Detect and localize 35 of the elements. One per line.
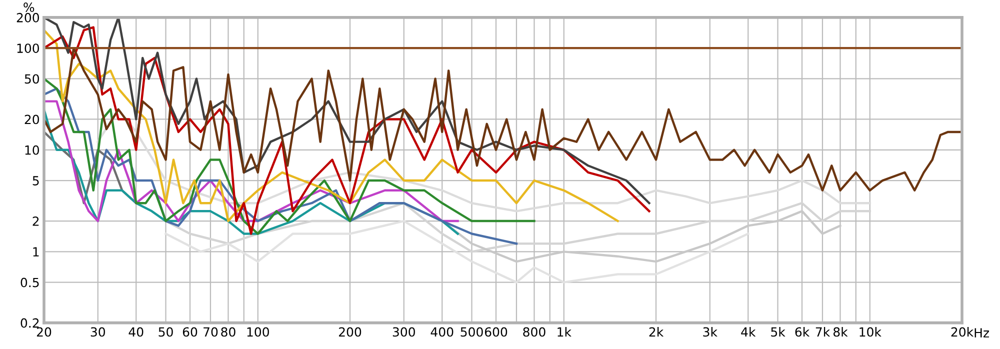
x-tick-label: 50 (158, 327, 173, 337)
x-tick-label: 20k (951, 326, 974, 337)
y-tick-label: 100 (17, 44, 40, 54)
x-tick-label: 200 (338, 327, 362, 337)
x-tick-label: 60 (182, 327, 198, 337)
x-tick-label: 40 (128, 327, 144, 337)
y-tick-label: 10 (25, 145, 40, 155)
y-tick-label: 2 (32, 216, 39, 226)
y-tick-label: 5 (32, 176, 39, 186)
y-tick-label: 200 (16, 12, 40, 22)
x-tick-label: 300 (392, 327, 415, 337)
y-tick-label: 0.5 (20, 278, 39, 288)
x-tick-label: 500 (460, 327, 483, 337)
x-tick-label: 6k (795, 326, 810, 337)
x-tick-label: 10k (860, 326, 882, 337)
x-tick-label: 600 (484, 327, 508, 337)
x-tick-label: 2k (649, 326, 664, 336)
x-tick-label: 8k (833, 326, 848, 337)
x-axis-title: Hz (974, 328, 989, 338)
x-tick-label: 800 (523, 327, 546, 337)
y-tick-label: 1 (33, 247, 39, 256)
x-tick-label: 30 (90, 327, 106, 337)
x-tick-label: 1k (558, 326, 572, 336)
y-tick-label: 50 (24, 74, 40, 84)
x-tick-label: 100 (247, 327, 269, 337)
x-tick-label: 5k (771, 326, 786, 337)
x-tick-label: 3k (703, 326, 718, 337)
x-tick-label: 80 (221, 327, 236, 337)
y-tick-label: 20 (24, 114, 40, 124)
y-tick-label: 0.2 (20, 318, 39, 328)
y-axis-title: % (24, 2, 34, 12)
x-tick-label: 4k (741, 326, 756, 336)
x-tick-label: 400 (430, 327, 454, 337)
x-tick-label: 7k (816, 326, 830, 336)
x-tick-label: 70 (204, 327, 218, 337)
